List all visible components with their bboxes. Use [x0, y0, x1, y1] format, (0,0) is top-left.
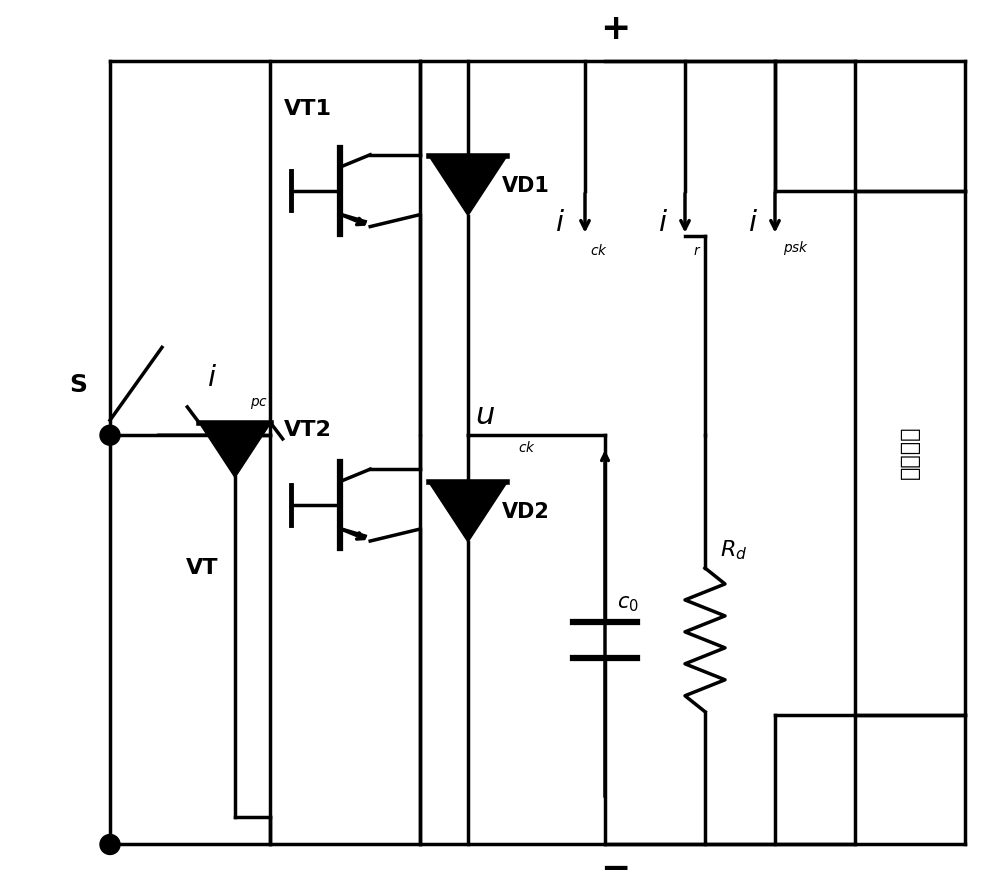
Text: $i$: $i$ — [748, 208, 758, 237]
Polygon shape — [199, 423, 271, 478]
Text: VT1: VT1 — [284, 99, 332, 119]
Text: $_{psk}$: $_{psk}$ — [783, 239, 809, 258]
Text: $i$: $i$ — [555, 208, 565, 237]
Text: VT: VT — [186, 558, 218, 578]
Text: 直流电源: 直流电源 — [900, 426, 920, 479]
Text: $_{ck}$: $_{ck}$ — [518, 436, 536, 454]
Text: S: S — [69, 373, 87, 397]
Text: +: + — [600, 12, 630, 46]
Text: VD2: VD2 — [502, 503, 550, 522]
Text: $i$: $i$ — [658, 208, 668, 237]
Text: $_{pc}$: $_{pc}$ — [250, 393, 268, 412]
Text: $u$: $u$ — [475, 400, 495, 430]
Polygon shape — [429, 156, 507, 216]
Polygon shape — [429, 482, 507, 542]
Text: $c_0$: $c_0$ — [617, 594, 639, 614]
Text: $i$: $i$ — [207, 364, 217, 392]
Text: −: − — [600, 853, 630, 887]
Text: $R_d$: $R_d$ — [720, 538, 747, 562]
Circle shape — [100, 425, 120, 446]
Text: $_{ck}$: $_{ck}$ — [590, 239, 608, 258]
Text: VT2: VT2 — [284, 421, 332, 440]
Text: VD1: VD1 — [502, 176, 550, 196]
Bar — [855, 191, 965, 715]
Text: $_{r}$: $_{r}$ — [693, 239, 702, 258]
Circle shape — [100, 835, 120, 854]
